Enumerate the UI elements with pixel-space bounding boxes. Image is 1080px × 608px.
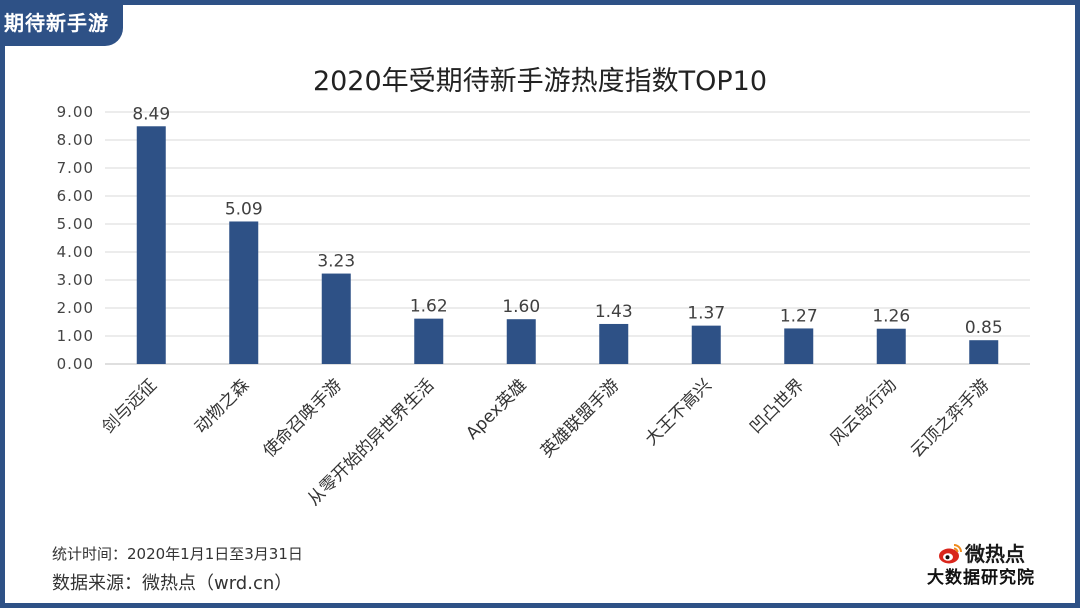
x-category-label: 动物之森 [191, 375, 253, 437]
data-label: 3.23 [317, 252, 355, 272]
y-tick-label: 9.00 [57, 103, 94, 121]
top-border [0, 0, 1080, 5]
section-tag: 期待新手游 [0, 0, 123, 46]
stat-period-note: 统计时间：2020年1月1日至3月31日 [52, 545, 303, 563]
y-tick-label: 6.00 [57, 187, 94, 205]
bar [876, 328, 906, 364]
bar [969, 340, 999, 364]
y-tick-label: 7.00 [57, 159, 94, 177]
data-label: 5.09 [225, 199, 263, 219]
brand-subtitle: 大数据研究院 [927, 568, 1035, 588]
y-tick-label: 0.00 [57, 355, 94, 373]
y-tick-label: 2.00 [57, 299, 94, 317]
brand-logo: 微热点 大数据研究院 [916, 542, 1046, 590]
data-label: 1.26 [872, 307, 910, 327]
y-tick-label: 4.00 [57, 243, 94, 261]
x-category-label: 剑与远征 [99, 375, 161, 437]
data-label: 0.85 [965, 318, 1003, 338]
data-label: 1.27 [780, 306, 818, 326]
y-tick-label: 1.00 [57, 327, 94, 345]
data-label: 1.62 [410, 297, 448, 317]
y-tick-label: 8.00 [57, 131, 94, 149]
data-label: 1.60 [502, 297, 540, 317]
bar [691, 325, 721, 364]
bar [414, 318, 444, 364]
x-category-label: Apex英雄 [462, 375, 530, 443]
bar [506, 319, 536, 364]
x-category-label: 使命召唤手游 [259, 375, 346, 462]
x-category-label: 云顶之弈手游 [907, 375, 993, 461]
bar [784, 328, 814, 364]
data-label: 1.37 [687, 304, 725, 324]
y-axis: 0.00 1.00 2.00 3.00 4.00 5.00 6.00 7.00 8.00 9.00 [57, 103, 94, 373]
data-labels: 8.49 5.09 3.23 1.62 1.60 1.43 1.37 1.27 1.26 0.85 [132, 104, 1002, 338]
bar-chart: 2020年受期待新手游热度指数TOP10 0.00 1.00 2.00 3.00 4.0… [57, 66, 1030, 510]
chart-title: 2020年受期待新手游热度指数TOP10 [313, 66, 767, 97]
x-category-label: 凹凸世界 [746, 375, 808, 437]
bar [599, 323, 629, 364]
bars [136, 126, 999, 364]
gridlines [105, 111, 1030, 365]
bar [229, 221, 259, 364]
x-category-label: 风云岛行动 [827, 375, 901, 449]
y-tick-label: 3.00 [57, 271, 94, 289]
weibo-eye-icon [939, 544, 962, 564]
bar [321, 273, 351, 364]
brand-name: 微热点 [965, 542, 1025, 566]
y-tick-label: 5.00 [57, 215, 94, 233]
bar [136, 126, 166, 364]
data-source-note: 数据来源：微热点（wrd.cn） [52, 573, 293, 594]
data-label: 1.43 [595, 302, 633, 322]
x-category-label: 英雄联盟手游 [537, 375, 623, 461]
x-category-label: 大王不高兴 [642, 375, 716, 449]
data-label: 8.49 [132, 104, 170, 124]
